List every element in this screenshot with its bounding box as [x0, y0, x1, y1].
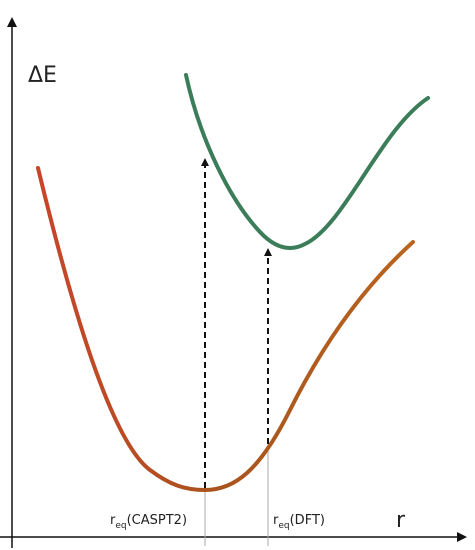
marker-label: req(CASPT2) [110, 513, 187, 531]
ground-state-curve [36, 166, 415, 493]
marker-suffix: (DFT) [290, 513, 325, 528]
marker-suffix: (CASPT2) [127, 513, 187, 528]
marker-main: r [110, 513, 116, 528]
marker-label: req(DFT) [273, 513, 325, 531]
marker-sub: eq [278, 521, 289, 531]
y-axis-label: ΔE [28, 63, 57, 88]
marker-sub: eq [115, 521, 126, 531]
marker-main: r [273, 513, 279, 528]
excited-state-curve [184, 73, 430, 250]
x-axis-label: r [396, 508, 406, 533]
